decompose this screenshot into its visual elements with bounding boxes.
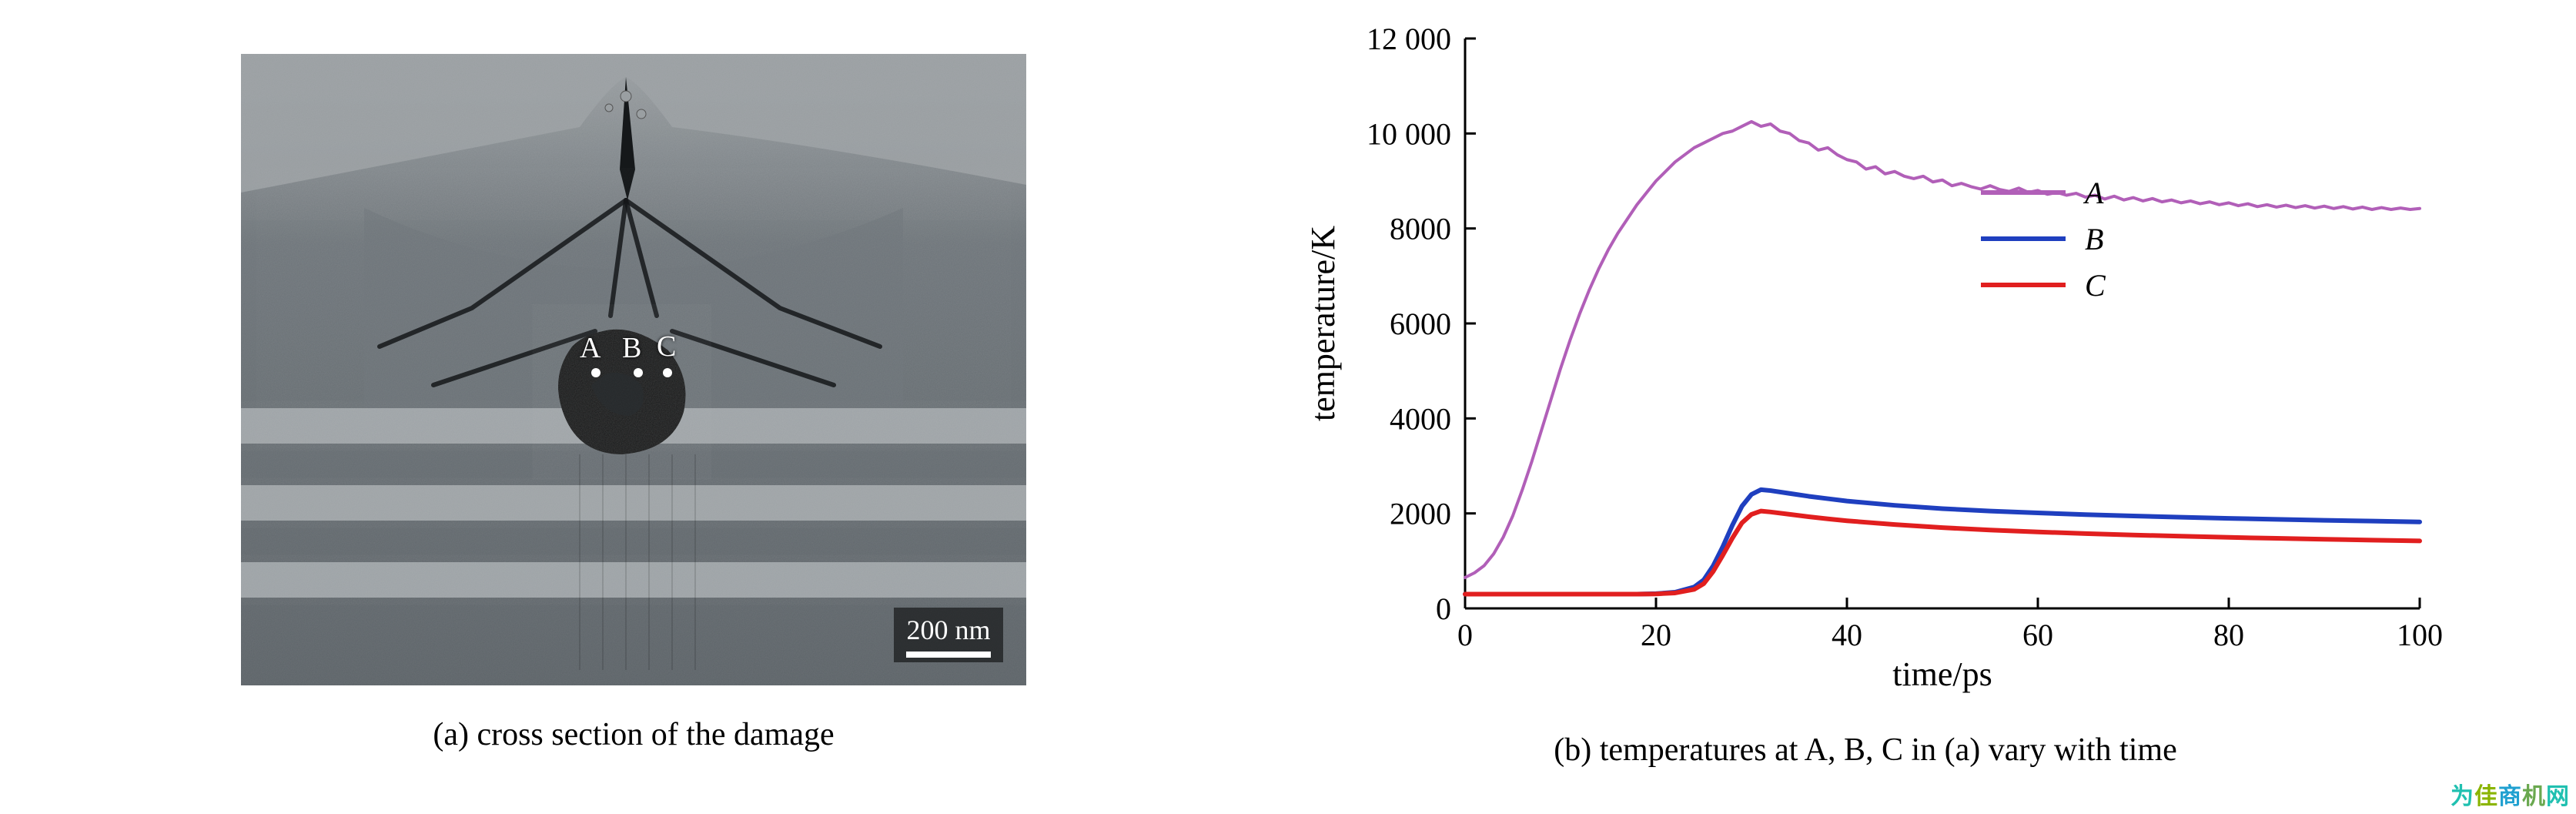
svg-text:80: 80 bbox=[2213, 618, 2244, 652]
panel-a: A B C 200 nm (a) cross section of the da… bbox=[56, 23, 1211, 753]
watermark-char: 网 bbox=[2546, 784, 2570, 809]
svg-text:0: 0 bbox=[1436, 591, 1451, 626]
svg-text:60: 60 bbox=[2022, 618, 2053, 652]
watermark-char: 佳 bbox=[2474, 784, 2498, 809]
watermark-char: 机 bbox=[2522, 784, 2546, 809]
point-dot-c bbox=[663, 368, 672, 377]
svg-text:4000: 4000 bbox=[1390, 401, 1451, 436]
scale-bar-line bbox=[906, 652, 991, 658]
watermark-char: 为 bbox=[2451, 784, 2474, 809]
panel-b: 0 2000 4000 6000 8000 10 000 12 000 0 20 40 60 80 10… bbox=[1211, 23, 2520, 769]
svg-text:10 000: 10 000 bbox=[1367, 116, 1451, 151]
point-dot-b bbox=[634, 368, 643, 377]
svg-text:B: B bbox=[2085, 222, 2103, 256]
caption-b: (b) temperatures at A, B, C in (a) vary … bbox=[1554, 732, 2176, 769]
watermark: 为佳商机网 bbox=[2451, 777, 2570, 811]
point-label-b: B bbox=[622, 331, 641, 365]
scale-bar-text: 200 nm bbox=[906, 615, 990, 645]
point-label-a: A bbox=[580, 331, 601, 365]
point-dot-a bbox=[591, 368, 601, 377]
sem-image: A B C 200 nm bbox=[241, 54, 1026, 685]
svg-text:20: 20 bbox=[1641, 618, 1671, 652]
line-chart: 0 2000 4000 6000 8000 10 000 12 000 0 20 40 60 80 10… bbox=[1288, 23, 2443, 701]
caption-a: (a) cross section of the damage bbox=[433, 716, 834, 753]
point-label-c: C bbox=[657, 330, 676, 363]
svg-text:2000: 2000 bbox=[1390, 497, 1451, 531]
svg-text:12 000: 12 000 bbox=[1367, 23, 1451, 56]
svg-text:C: C bbox=[2085, 268, 2106, 303]
svg-text:100: 100 bbox=[2397, 618, 2443, 652]
scale-bar: 200 nm bbox=[894, 608, 1003, 662]
svg-text:0: 0 bbox=[1457, 618, 1473, 652]
svg-text:40: 40 bbox=[1832, 618, 1862, 652]
svg-text:6000: 6000 bbox=[1390, 307, 1451, 341]
watermark-char: 商 bbox=[2498, 784, 2522, 809]
chart-svg: 0 2000 4000 6000 8000 10 000 12 000 0 20 40 60 80 10… bbox=[1288, 23, 2443, 701]
figure-page: A B C 200 nm (a) cross section of the da… bbox=[0, 0, 2576, 814]
svg-text:temperature/K: temperature/K bbox=[1304, 226, 1342, 421]
svg-text:8000: 8000 bbox=[1390, 212, 1451, 246]
svg-text:time/ps: time/ps bbox=[1892, 655, 1992, 693]
svg-text:A: A bbox=[2083, 176, 2104, 210]
